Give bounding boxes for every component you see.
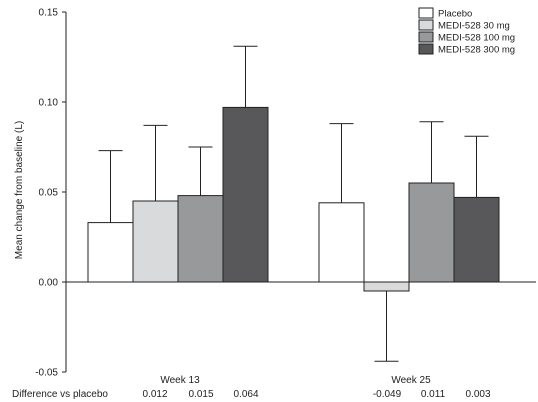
y-axis-title: Mean change from baseline (L) — [14, 121, 25, 259]
difference-value: 0.003 — [465, 389, 490, 400]
legend-label: Placebo — [438, 9, 472, 20]
bar-placebo-week-13 — [87, 222, 134, 283]
y-tick-label: 0.00 — [39, 278, 59, 289]
y-tick-label: 0.10 — [39, 98, 59, 109]
category-labels: Week 13 Week 25 — [160, 375, 431, 386]
difference-value: -0.049 — [373, 389, 402, 400]
legend-swatch — [418, 7, 434, 19]
difference-value: 0.012 — [142, 389, 167, 400]
legend-label: MEDI-528 100 mg — [438, 33, 515, 44]
error-bars — [98, 45, 489, 362]
bar-medi-528-100-mg-week-13 — [177, 195, 224, 283]
difference-value: 0.064 — [233, 389, 258, 400]
y-tick-label: -0.05 — [35, 368, 58, 379]
bar-medi-528-30-mg-week-25 — [363, 281, 410, 292]
bar-medi-528-300-mg-week-25 — [453, 196, 500, 283]
difference-row: Difference vs placebo 0.012 0.015 0.064 -0.0… — [12, 389, 491, 400]
legend-label: MEDI-528 300 mg — [438, 45, 515, 56]
legend-swatch — [418, 43, 434, 55]
bar-placebo-week-25 — [318, 202, 365, 283]
legend-label: MEDI-528 30 mg — [438, 21, 510, 32]
bar-medi-528-30-mg-week-13 — [132, 200, 179, 283]
bar-medi-528-100-mg-week-25 — [408, 182, 455, 283]
legend-swatch — [418, 31, 434, 43]
y-axis: 0.15 0.10 0.05 0.00 -0.05 — [35, 8, 67, 379]
category-label: Week 13 — [160, 375, 200, 386]
difference-value: 0.011 — [421, 389, 446, 400]
difference-label: Difference vs placebo — [12, 389, 108, 400]
difference-value: 0.015 — [188, 389, 213, 400]
legend-swatch — [418, 19, 434, 31]
y-tick-label: 0.15 — [39, 8, 59, 19]
category-label: Week 25 — [391, 375, 431, 386]
y-tick-label: 0.05 — [39, 188, 59, 199]
bar-medi-528-300-mg-week-13 — [222, 106, 269, 283]
bars — [87, 106, 500, 292]
